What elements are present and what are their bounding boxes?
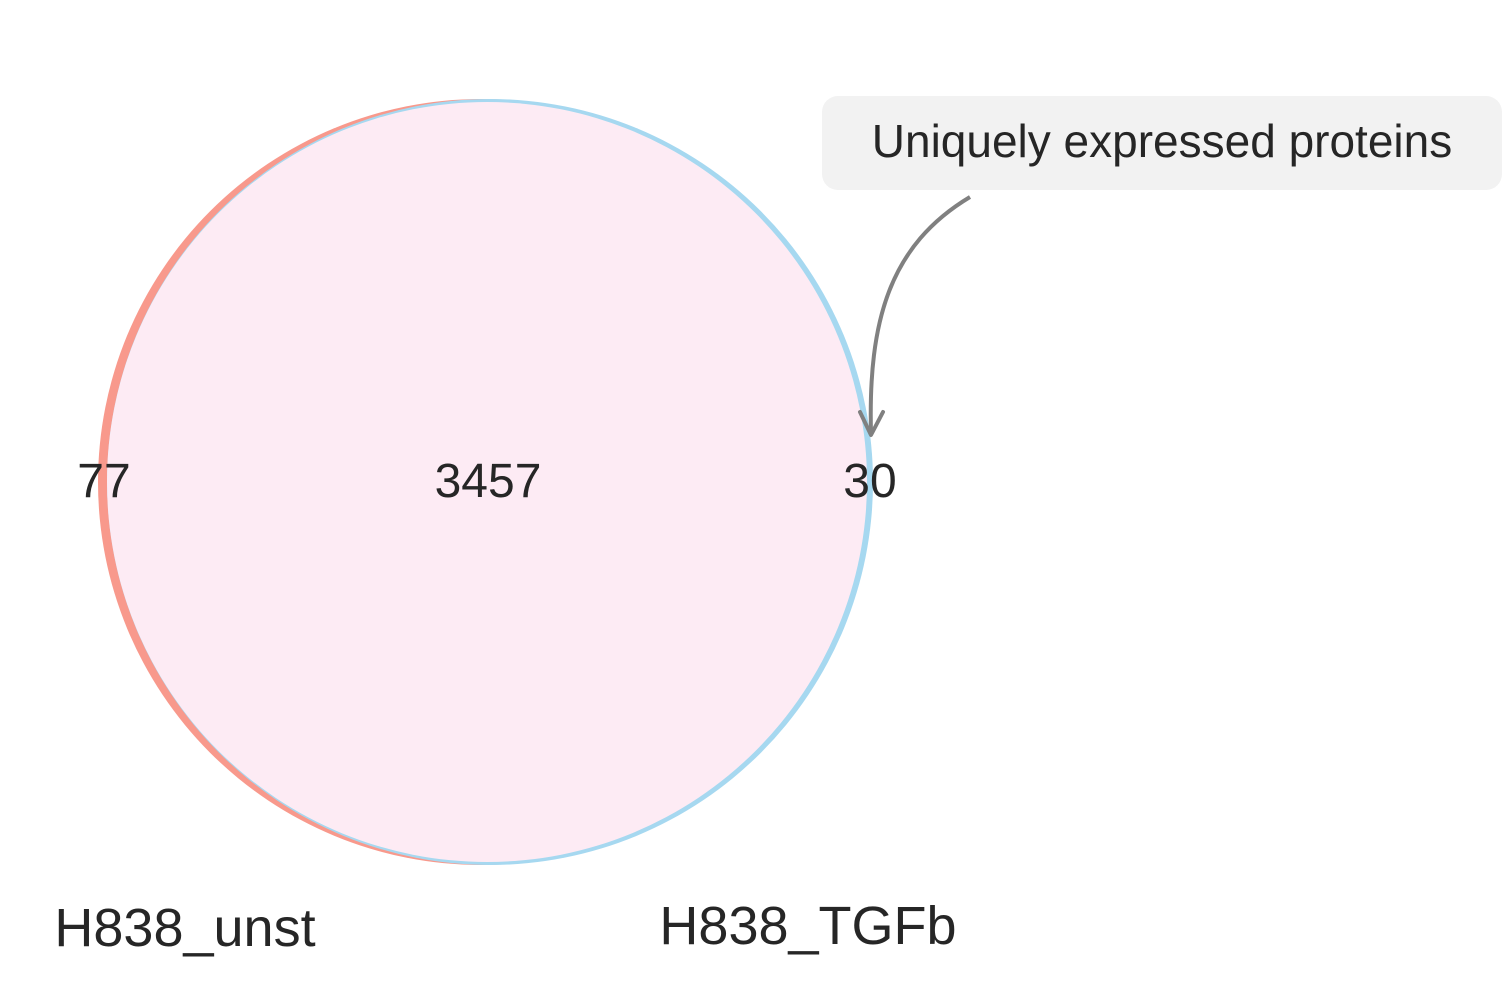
count-only-h838-tgfb: 30 (843, 455, 896, 508)
count-intersection: 3457 (435, 455, 542, 508)
set-label-h838-unst: H838_unst (54, 898, 315, 958)
count-only-h838-unst: 77 (77, 455, 130, 508)
annotation-arrow (868, 195, 972, 434)
intersection-region (107, 102, 867, 862)
annotation-box (822, 96, 1502, 190)
arrowhead-icon (858, 410, 885, 437)
annotation-text: Uniquely expressed proteins (872, 115, 1452, 167)
set-label-h838-tgfb: H838_TGFb (659, 896, 956, 956)
